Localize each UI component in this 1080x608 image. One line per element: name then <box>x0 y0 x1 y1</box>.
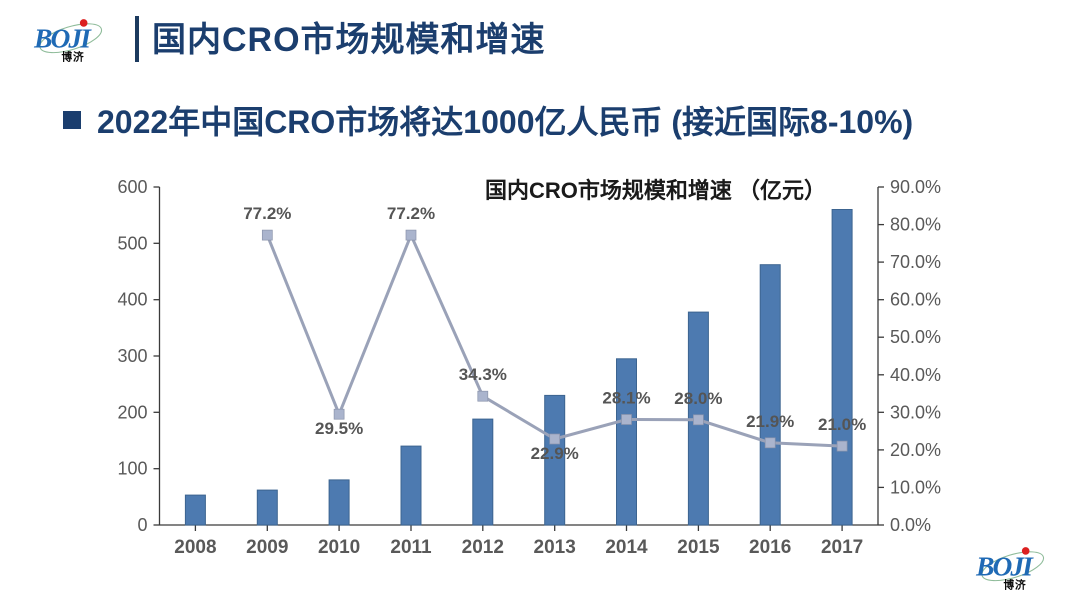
svg-text:20.0%: 20.0% <box>890 440 941 460</box>
svg-text:2008: 2008 <box>174 537 216 558</box>
svg-text:2017: 2017 <box>821 537 863 558</box>
svg-text:28.1%: 28.1% <box>602 389 650 408</box>
svg-text:30.0%: 30.0% <box>890 402 941 422</box>
svg-text:2009: 2009 <box>246 537 288 558</box>
svg-text:22.9%: 22.9% <box>531 444 579 463</box>
svg-text:2016: 2016 <box>749 537 791 558</box>
svg-text:29.5%: 29.5% <box>315 419 363 438</box>
svg-text:77.2%: 77.2% <box>243 204 291 223</box>
svg-text:300: 300 <box>117 346 147 366</box>
svg-text:500: 500 <box>117 233 147 253</box>
svg-text:40.0%: 40.0% <box>890 365 941 385</box>
svg-text:2011: 2011 <box>390 537 432 558</box>
svg-text:0: 0 <box>137 515 147 535</box>
svg-text:0.0%: 0.0% <box>890 515 931 535</box>
svg-text:200: 200 <box>117 402 147 422</box>
svg-text:60.0%: 60.0% <box>890 290 941 310</box>
svg-text:博济: 博济 <box>1004 578 1027 591</box>
svg-text:21.0%: 21.0% <box>818 415 866 434</box>
svg-text:400: 400 <box>117 290 147 310</box>
svg-text:2014: 2014 <box>605 537 648 558</box>
svg-text:2010: 2010 <box>318 537 360 558</box>
svg-text:2015: 2015 <box>677 537 720 558</box>
svg-text:2013: 2013 <box>534 537 576 558</box>
svg-text:50.0%: 50.0% <box>890 327 941 347</box>
svg-text:80.0%: 80.0% <box>890 215 941 235</box>
svg-text:博济: 博济 <box>62 50 85 63</box>
svg-text:BOJI: BOJI <box>975 551 1034 581</box>
svg-text:100: 100 <box>117 459 147 479</box>
svg-text:国内CRO市场规模和增速 （亿元）: 国内CRO市场规模和增速 （亿元） <box>485 178 826 203</box>
svg-text:34.3%: 34.3% <box>459 365 507 384</box>
svg-text:10.0%: 10.0% <box>890 477 941 497</box>
svg-text:21.9%: 21.9% <box>746 412 794 431</box>
svg-text:70.0%: 70.0% <box>890 252 941 272</box>
svg-text:2012: 2012 <box>462 537 504 558</box>
svg-text:90.0%: 90.0% <box>890 177 941 197</box>
svg-text:BOJI: BOJI <box>33 23 92 53</box>
svg-text:28.0%: 28.0% <box>674 389 722 408</box>
svg-text:600: 600 <box>117 177 147 197</box>
svg-text:77.2%: 77.2% <box>387 204 435 223</box>
